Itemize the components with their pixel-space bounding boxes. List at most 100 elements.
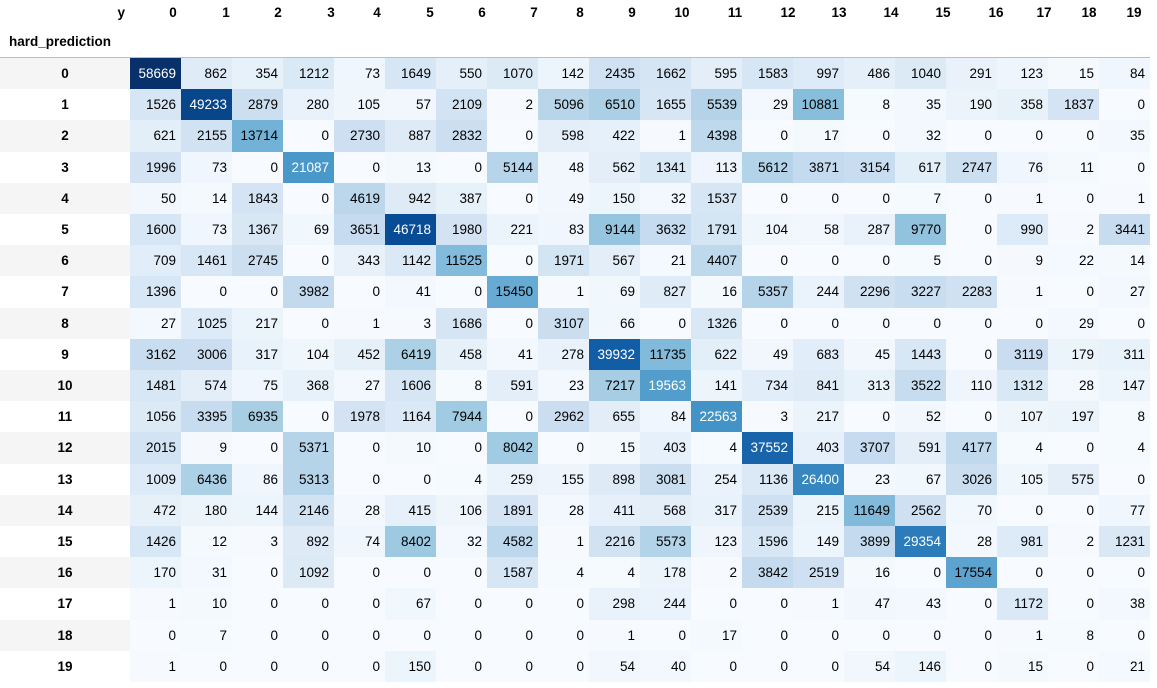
matrix-cell: 5096 [538, 89, 589, 121]
matrix-cell: 0 [181, 650, 232, 682]
matrix-cell: 16 [691, 276, 742, 308]
row-header-2: 2 [61, 128, 69, 144]
matrix-cell: 0 [181, 276, 232, 308]
matrix-cell: 50 [130, 182, 181, 214]
matrix-cell: 58 [793, 214, 844, 246]
matrix-cell: 387 [436, 182, 487, 214]
matrix-cell: 31 [181, 557, 232, 589]
matrix-cell: 0 [742, 120, 793, 152]
matrix-cell: 0 [844, 245, 895, 277]
matrix-cell: 1649 [385, 58, 436, 90]
matrix-cell: 179 [1048, 338, 1099, 370]
matrix-cell: 123 [997, 58, 1048, 90]
matrix-cell: 1526 [130, 89, 181, 121]
matrix-cell: 0 [334, 650, 385, 682]
column-header-15: 15 [935, 5, 951, 20]
matrix-cell: 22563 [691, 401, 742, 433]
matrix-cell: 0 [334, 557, 385, 589]
matrix-cell: 0 [1048, 120, 1099, 152]
matrix-cell: 0 [946, 338, 997, 370]
matrix-cell: 11649 [844, 494, 895, 526]
matrix-cell: 575 [1048, 463, 1099, 495]
matrix-cell: 41 [385, 276, 436, 308]
row-header-3: 3 [61, 159, 69, 175]
column-header-18: 18 [1081, 5, 1097, 20]
matrix-cell: 3899 [844, 526, 895, 558]
matrix-cell: 52 [895, 401, 946, 433]
matrix-cell: 0 [1048, 588, 1099, 620]
matrix-cell: 2539 [742, 494, 793, 526]
matrix-cell: 0 [130, 619, 181, 651]
matrix-cell: 13714 [232, 120, 283, 152]
matrix-cell: 4 [436, 463, 487, 495]
matrix-cell: 550 [436, 58, 487, 90]
matrix-cell: 0 [436, 650, 487, 682]
matrix-cell: 0 [997, 120, 1048, 152]
matrix-cell: 28 [334, 494, 385, 526]
matrix-cell: 827 [640, 276, 691, 308]
matrix-cell: 1326 [691, 307, 742, 339]
column-header-10: 10 [674, 5, 690, 20]
matrix-cell: 3162 [130, 338, 181, 370]
matrix-cell: 0 [487, 120, 538, 152]
matrix-cell: 1655 [640, 89, 691, 121]
matrix-cell: 0 [997, 494, 1048, 526]
column-header-7: 7 [530, 5, 538, 20]
matrix-cell: 254 [691, 463, 742, 495]
matrix-cell: 5144 [487, 151, 538, 183]
matrix-cell: 1312 [997, 370, 1048, 402]
matrix-cell: 105 [997, 463, 1048, 495]
matrix-cell: 0 [844, 401, 895, 433]
matrix-cell: 567 [589, 245, 640, 277]
matrix-cell: 0 [334, 619, 385, 651]
matrix-cell: 69 [589, 276, 640, 308]
matrix-cell: 0 [1099, 307, 1150, 339]
matrix-cell: 0 [742, 588, 793, 620]
matrix-cell: 1891 [487, 494, 538, 526]
matrix-cell: 8 [1048, 619, 1099, 651]
matrix-cell: 1996 [130, 151, 181, 183]
matrix-cell: 0 [946, 619, 997, 651]
matrix-cell: 23 [844, 463, 895, 495]
matrix-cell: 170 [130, 557, 181, 589]
column-header-17: 17 [1036, 5, 1052, 20]
matrix-cell: 311 [1099, 338, 1150, 370]
matrix-cell: 0 [946, 307, 997, 339]
matrix-cell: 0 [283, 650, 334, 682]
matrix-cell: 6935 [232, 401, 283, 433]
matrix-cell: 2962 [538, 401, 589, 433]
column-header-1: 1 [222, 5, 230, 20]
matrix-cell: 0 [1048, 494, 1099, 526]
matrix-cell: 0 [997, 307, 1048, 339]
matrix-cell: 180 [181, 494, 232, 526]
matrix-cell: 142 [538, 58, 589, 90]
matrix-cell: 0 [793, 650, 844, 682]
matrix-cell: 358 [997, 89, 1048, 121]
matrix-cell: 1600 [130, 214, 181, 246]
matrix-cell: 23 [538, 370, 589, 402]
matrix-cell: 898 [589, 463, 640, 495]
matrix-cell: 1040 [895, 58, 946, 90]
matrix-cell: 403 [793, 432, 844, 464]
matrix-cell: 0 [385, 557, 436, 589]
matrix-cell: 215 [793, 494, 844, 526]
matrix-cell: 46718 [385, 214, 436, 246]
matrix-cell: 1583 [742, 58, 793, 90]
matrix-cell: 6510 [589, 89, 640, 121]
matrix-cell: 1 [538, 276, 589, 308]
matrix-cell: 2747 [946, 151, 997, 183]
matrix-cell: 892 [283, 526, 334, 558]
matrix-cell: 472 [130, 494, 181, 526]
matrix-cell: 77 [1099, 494, 1150, 526]
matrix-cell: 0 [436, 619, 487, 651]
matrix-cell: 3522 [895, 370, 946, 402]
matrix-cell: 0 [742, 650, 793, 682]
matrix-cell: 244 [640, 588, 691, 620]
matrix-cell: 32 [640, 182, 691, 214]
matrix-cell: 2562 [895, 494, 946, 526]
matrix-cell: 3119 [997, 338, 1048, 370]
matrix-cell: 73 [181, 214, 232, 246]
matrix-cell: 32 [895, 120, 946, 152]
matrix-cell: 146 [895, 650, 946, 682]
matrix-cell: 0 [1048, 557, 1099, 589]
